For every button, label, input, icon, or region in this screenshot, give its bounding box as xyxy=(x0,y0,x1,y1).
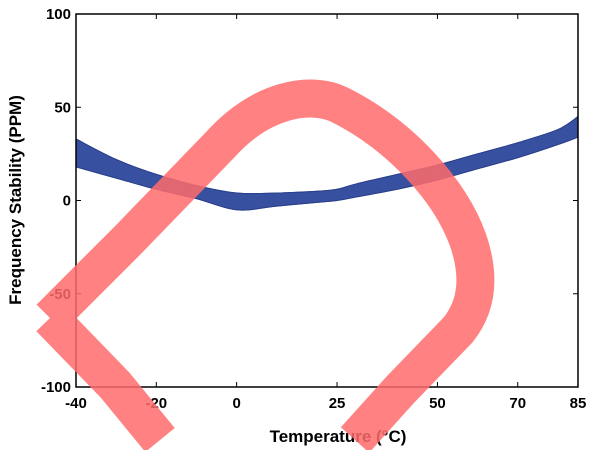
x-tick-label: 50 xyxy=(429,395,446,412)
red-overlay-stroke xyxy=(36,79,495,450)
x-tick-label: 85 xyxy=(570,395,587,412)
x-tick-label: -40 xyxy=(65,395,87,412)
x-tick-label: 0 xyxy=(232,395,240,412)
y-tick-label: 50 xyxy=(54,99,71,116)
x-tick-label: 70 xyxy=(509,395,526,412)
y-tick-label: 100 xyxy=(46,6,71,23)
x-tick-label: 25 xyxy=(329,395,346,412)
red-diamond-check-mark xyxy=(36,79,495,450)
y-tick-label: -100 xyxy=(41,379,71,396)
y-axis-title: Frequency Stability (PPM) xyxy=(6,95,25,305)
y-tick-label: 0 xyxy=(63,193,71,210)
